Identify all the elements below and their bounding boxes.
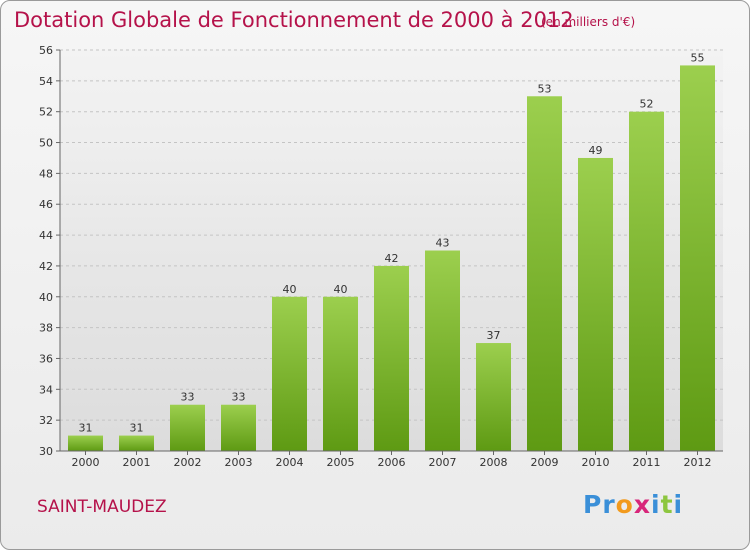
x-tick-label: 2006 [378, 456, 406, 469]
y-tick-label: 40 [39, 291, 53, 304]
x-tick-label: 2003 [225, 456, 253, 469]
bar-value-label: 31 [130, 422, 144, 435]
logo-letter: i [651, 490, 661, 519]
x-axis: 2000 2001 2002 2003 2004 2005 2006 2007 2008 2009… [60, 450, 723, 469]
x-tick-label: 2000 [72, 456, 100, 469]
x-tick-label: 2004 [276, 456, 304, 469]
bar [425, 250, 460, 451]
y-tick-label: 46 [39, 198, 53, 211]
chart-title: Dotation Globale de Fonctionnement de 20… [14, 8, 574, 32]
x-tick-label: 2007 [429, 456, 457, 469]
bar-value-label: 49 [589, 144, 603, 157]
bar [374, 265, 409, 451]
x-tick-label: 2001 [123, 456, 151, 469]
y-tick-label: 52 [39, 106, 53, 119]
bar [680, 65, 715, 451]
x-tick-label: 2010 [582, 456, 610, 469]
proxiti-logo: Proxiti [583, 490, 683, 519]
x-tick-label: 2002 [174, 456, 202, 469]
logo-letter: x [633, 490, 651, 519]
bar-value-label: 43 [436, 237, 450, 250]
bar [578, 157, 613, 451]
bar [119, 435, 154, 451]
y-tick-label: 50 [39, 137, 53, 150]
bar-value-label: 40 [334, 283, 348, 296]
bar-value-label: 33 [232, 391, 246, 404]
logo-letter: i [673, 490, 684, 519]
y-tick-label: 34 [39, 383, 53, 396]
y-tick-label: 32 [39, 414, 53, 427]
bar-value-label: 33 [181, 391, 195, 404]
bar [476, 343, 511, 451]
bar [527, 96, 562, 452]
bar [221, 404, 256, 451]
logo-letter: r [602, 490, 616, 519]
bar [323, 296, 358, 451]
y-tick-label: 48 [39, 167, 53, 180]
y-tick-label: 42 [39, 260, 53, 273]
x-tick-label: 2012 [684, 456, 712, 469]
bar-value-label: 53 [538, 82, 552, 95]
bar-value-label: 42 [385, 252, 399, 265]
bars: 31 31 33 33 40 40 42 43 37 53 49 52 55 [68, 51, 715, 452]
y-tick-label: 38 [39, 322, 53, 335]
x-tick-label: 2008 [480, 456, 508, 469]
commune-name: SAINT-MAUDEZ [37, 497, 167, 517]
y-tick-label: 56 [39, 44, 53, 57]
bar-value-label: 40 [283, 283, 297, 296]
bar [629, 111, 664, 451]
logo-letter: t [660, 490, 674, 519]
bar-value-label: 55 [691, 51, 705, 64]
y-tick-label: 44 [39, 229, 53, 242]
x-tick-label: 2005 [327, 456, 355, 469]
bar-value-label: 37 [487, 329, 501, 342]
unit-note: (en milliers d'€) [541, 15, 636, 29]
logo-letter: P [583, 490, 603, 519]
bar-value-label: 31 [79, 422, 93, 435]
y-axis: 30 32 34 36 38 40 42 44 46 48 50 52 54 56 [39, 44, 61, 458]
y-tick-label: 30 [39, 445, 53, 458]
y-tick-label: 36 [39, 352, 53, 365]
bar-value-label: 52 [640, 98, 654, 111]
bar [68, 435, 103, 451]
logo-letter: o [615, 490, 634, 519]
bar [170, 404, 205, 451]
bar [272, 296, 307, 451]
y-tick-label: 54 [39, 75, 53, 88]
x-tick-label: 2011 [633, 456, 661, 469]
x-tick-label: 2009 [531, 456, 559, 469]
